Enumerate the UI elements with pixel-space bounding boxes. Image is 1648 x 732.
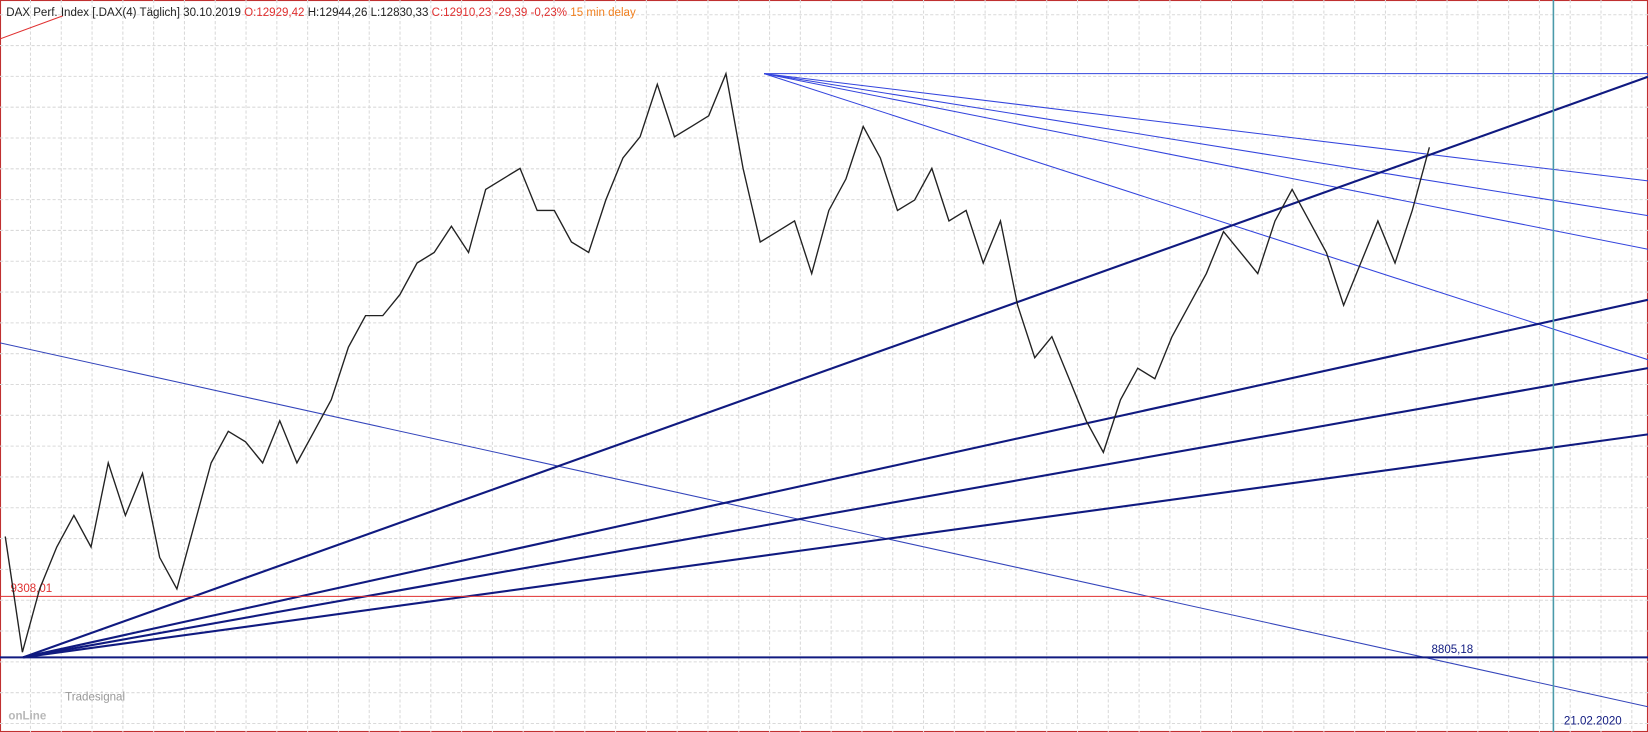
trend-line <box>22 298 1648 659</box>
fan-lines-thin <box>0 73 1648 708</box>
trend-line <box>763 73 1648 250</box>
level-label: 8805,18 <box>1431 644 1473 656</box>
header-change-pct: -0,23% <box>530 7 567 19</box>
header-name: DAX Perf. Index [.DAX(4) Täglich] 30.10.… <box>6 7 241 19</box>
trend-line <box>22 75 1648 659</box>
header: DAX Perf. Index [.DAX(4) Täglich] 30.10.… <box>6 7 636 19</box>
header-change: -29,39 <box>495 7 528 19</box>
level-label: 9308,01 <box>11 583 53 595</box>
fan-lines-thick <box>22 75 1648 659</box>
logo: Tradesignal onLine <box>8 691 125 722</box>
trend-line <box>22 433 1648 659</box>
trend-line <box>0 342 1648 708</box>
header-high: H:12944,26 <box>308 7 368 19</box>
trend-line <box>764 73 1648 217</box>
date-label: 21.02.2020 <box>1564 716 1622 728</box>
trend-line <box>764 73 1648 182</box>
header-open: O:12929,42 <box>244 7 304 19</box>
trend-line <box>22 367 1648 659</box>
header-delay: 15 min delay <box>570 7 636 19</box>
header-low: L:12830,33 <box>371 7 429 19</box>
price-line <box>4 71 1431 653</box>
red-trend <box>0 15 64 40</box>
logo-small: Tradesignal <box>65 691 125 703</box>
trend-line <box>763 73 1648 361</box>
logo-big: onLine <box>8 710 46 722</box>
header-close: C:12910,23 <box>432 7 492 19</box>
